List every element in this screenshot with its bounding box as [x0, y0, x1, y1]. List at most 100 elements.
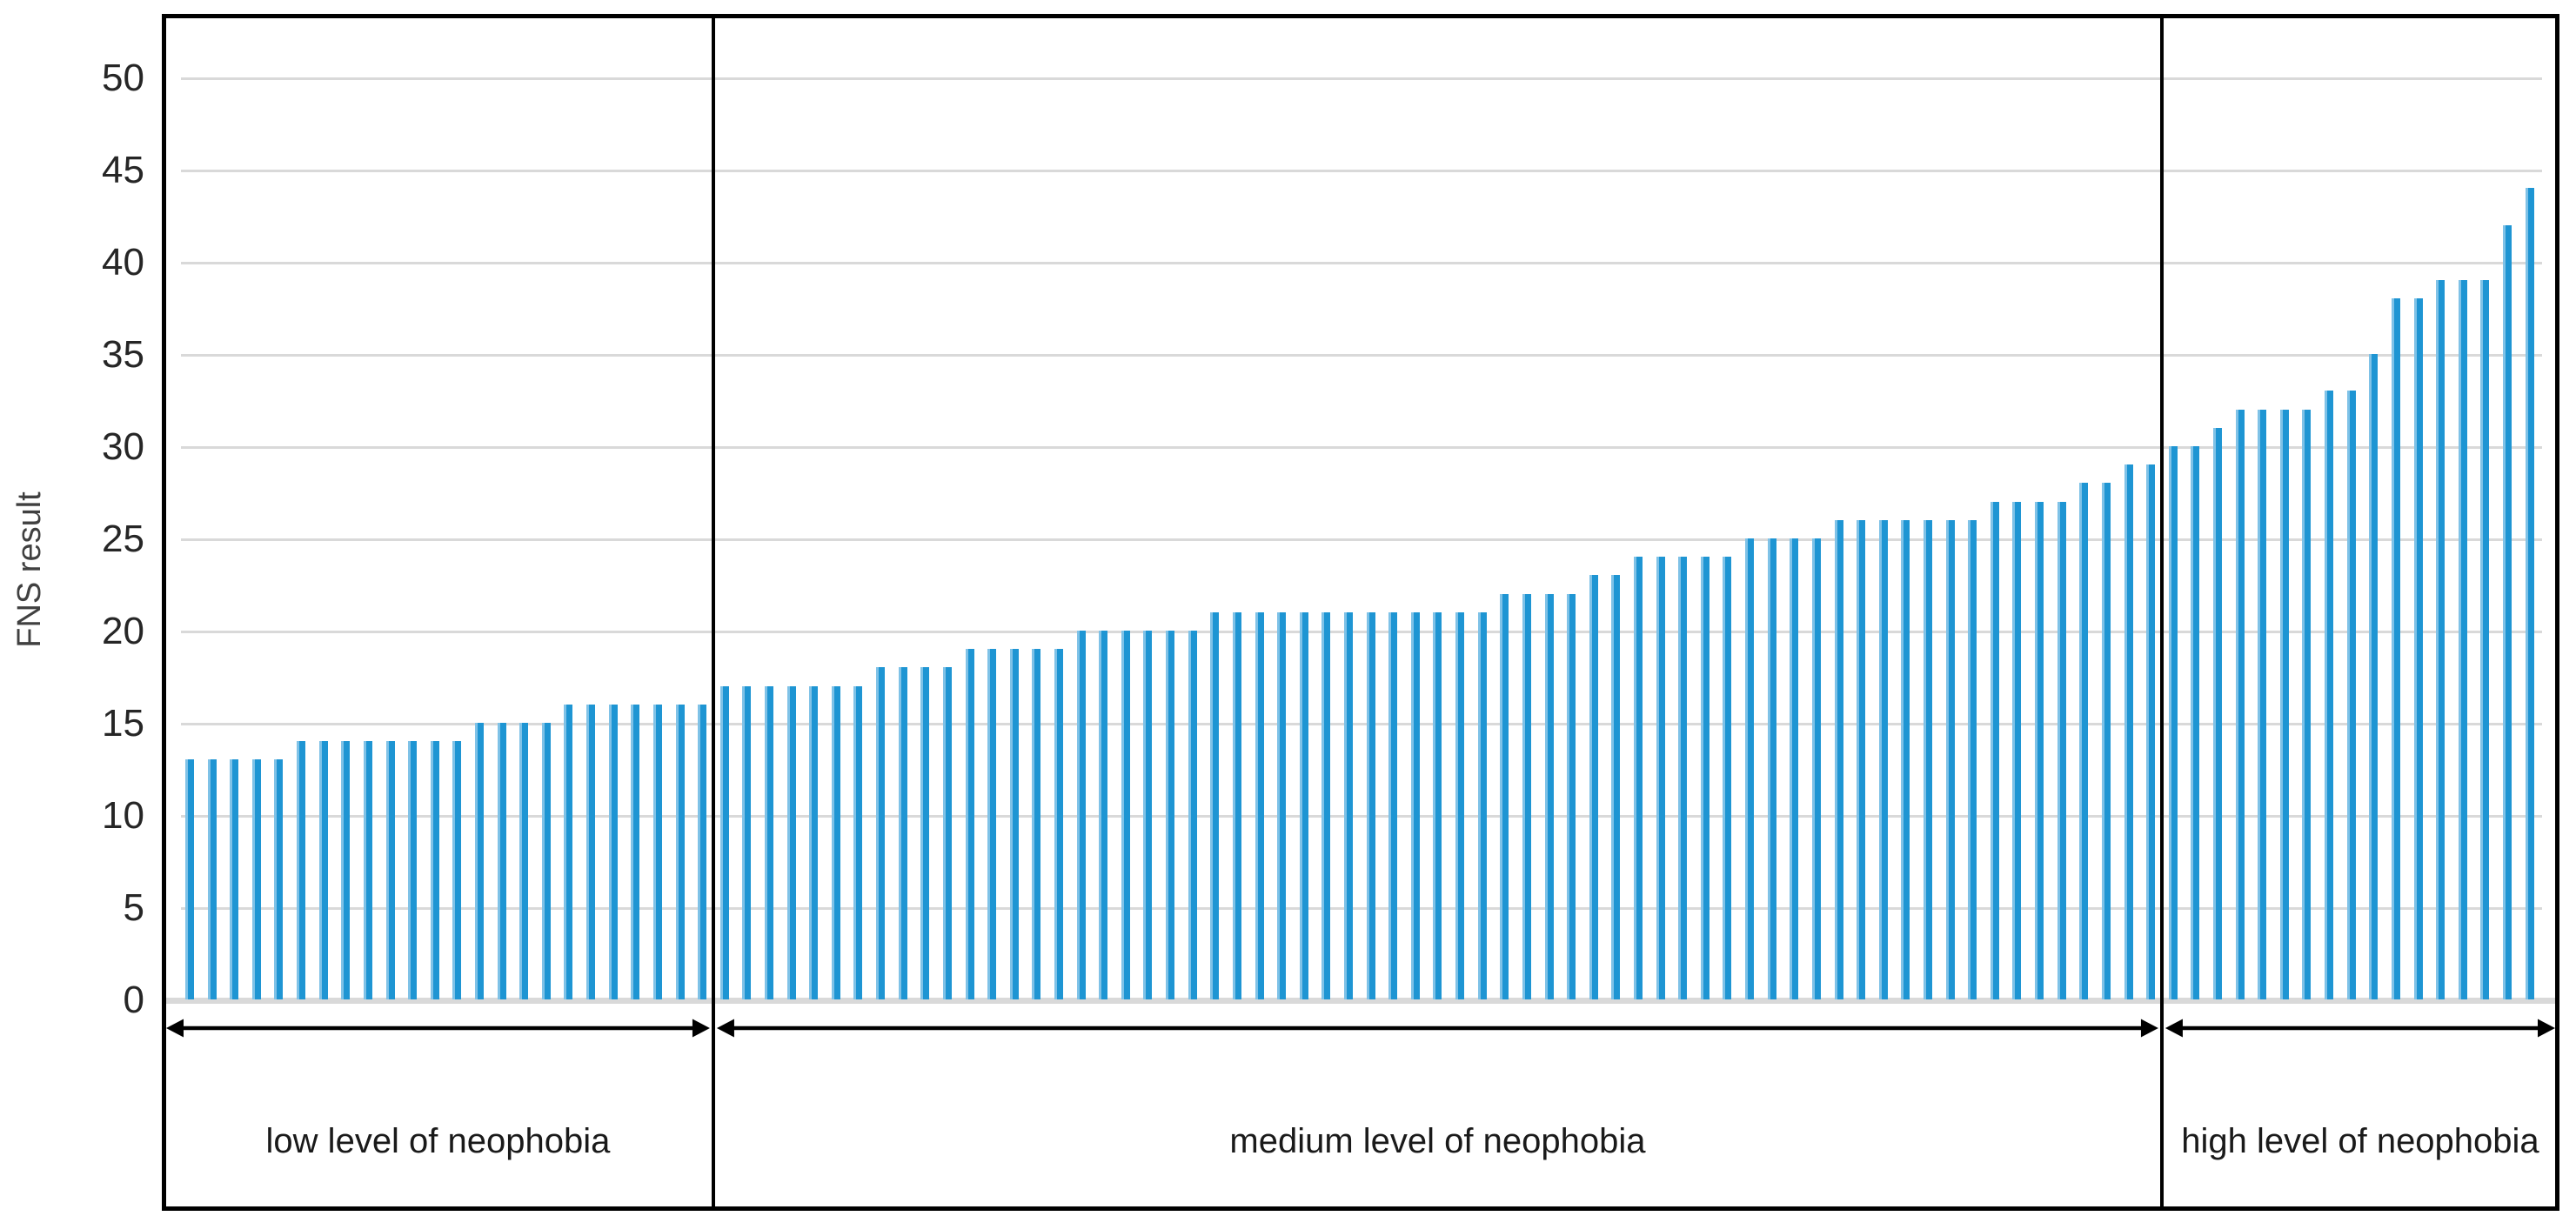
- bar: [1567, 593, 1576, 999]
- bar: [2212, 427, 2222, 999]
- bar: [631, 704, 640, 999]
- bar: [497, 723, 506, 999]
- bar: [1633, 557, 1643, 999]
- bar: [1099, 631, 1108, 999]
- bar: [675, 704, 685, 999]
- y-tick-label-5: 5: [123, 886, 144, 929]
- gridline-5: [181, 906, 2542, 910]
- bar: [1990, 501, 1999, 999]
- bar: [1366, 611, 1375, 999]
- bar: [2346, 391, 2356, 999]
- bar: [586, 704, 596, 999]
- bar: [2191, 446, 2200, 999]
- bar: [2057, 501, 2066, 999]
- region-label-low: low level of neophobia: [265, 1122, 611, 1160]
- bar: [1210, 611, 1220, 999]
- gridline-40: [181, 261, 2542, 264]
- gridline-35: [181, 353, 2542, 357]
- bar: [1968, 519, 1977, 999]
- bar: [1678, 557, 1688, 999]
- bar: [408, 741, 418, 999]
- bar: [920, 667, 930, 999]
- y-tick-label-35: 35: [102, 333, 144, 376]
- y-tick-label-25: 25: [102, 518, 144, 560]
- bar: [942, 667, 952, 999]
- region-label-high: high level of neophobia: [2181, 1122, 2539, 1160]
- gridline-45: [181, 169, 2542, 172]
- region-label-medium: medium level of neophobia: [1229, 1122, 1646, 1160]
- region-divider-2: [2159, 14, 2164, 1211]
- bar: [853, 685, 863, 999]
- bar: [2079, 483, 2089, 999]
- bar: [1723, 557, 1732, 999]
- bar: [1455, 611, 1465, 999]
- bar: [2413, 298, 2423, 999]
- bar: [2235, 409, 2245, 999]
- bar: [1433, 611, 1442, 999]
- y-tick-label-15: 15: [102, 702, 144, 745]
- gridline-50: [181, 77, 2542, 80]
- y-tick-label-50: 50: [102, 57, 144, 99]
- bar: [430, 741, 439, 999]
- bar: [1656, 557, 1665, 999]
- bar: [519, 723, 529, 999]
- bar: [297, 741, 306, 999]
- y-tick-label-40: 40: [102, 241, 144, 284]
- bar: [2391, 298, 2400, 999]
- range-arrow-medium: [716, 1019, 2158, 1038]
- bar: [363, 741, 372, 999]
- bar: [764, 685, 773, 999]
- bar: [698, 704, 707, 999]
- bar: [2458, 280, 2467, 999]
- bar: [341, 741, 351, 999]
- bar: [1054, 649, 1063, 999]
- y-axis-title: FNS result: [11, 491, 48, 648]
- gridline-30: [181, 445, 2542, 449]
- bar: [786, 685, 796, 999]
- bar: [2302, 409, 2312, 999]
- bar: [2279, 409, 2289, 999]
- y-tick-label-45: 45: [102, 149, 144, 191]
- bar: [1477, 611, 1487, 999]
- bar: [1589, 575, 1598, 999]
- bar: [474, 723, 484, 999]
- y-tick-label-0: 0: [123, 979, 144, 1021]
- region-divider-1: [711, 14, 715, 1211]
- bar: [230, 759, 239, 999]
- bar: [2480, 280, 2490, 999]
- y-tick-label-10: 10: [102, 794, 144, 837]
- bar: [1166, 631, 1175, 999]
- bar: [207, 759, 217, 999]
- bar: [1522, 593, 1531, 999]
- bar: [2258, 409, 2267, 999]
- bar: [452, 741, 462, 999]
- gridline-10: [181, 814, 2542, 818]
- bar: [1410, 611, 1420, 999]
- bar: [541, 723, 551, 999]
- bar: [898, 667, 907, 999]
- bar: [1544, 593, 1554, 999]
- range-arrow-high: [2165, 1019, 2555, 1038]
- bar: [1009, 649, 1019, 999]
- bar: [564, 704, 573, 999]
- bar: [1299, 611, 1308, 999]
- bar: [608, 704, 618, 999]
- bar: [2101, 483, 2111, 999]
- bar: [1901, 519, 1910, 999]
- y-tick-label-20: 20: [102, 610, 144, 652]
- bar: [1790, 538, 1799, 999]
- bar: [1811, 538, 1821, 999]
- bar: [876, 667, 886, 999]
- bar: [1745, 538, 1755, 999]
- bar: [1878, 519, 1888, 999]
- bar: [1388, 611, 1398, 999]
- bar: [1923, 519, 1932, 999]
- bar: [1188, 631, 1197, 999]
- bar: [1500, 593, 1509, 999]
- bar: [987, 649, 997, 999]
- bar: [1321, 611, 1331, 999]
- bar: [318, 741, 328, 999]
- range-arrow-low: [166, 1019, 710, 1038]
- bar: [1232, 611, 1241, 999]
